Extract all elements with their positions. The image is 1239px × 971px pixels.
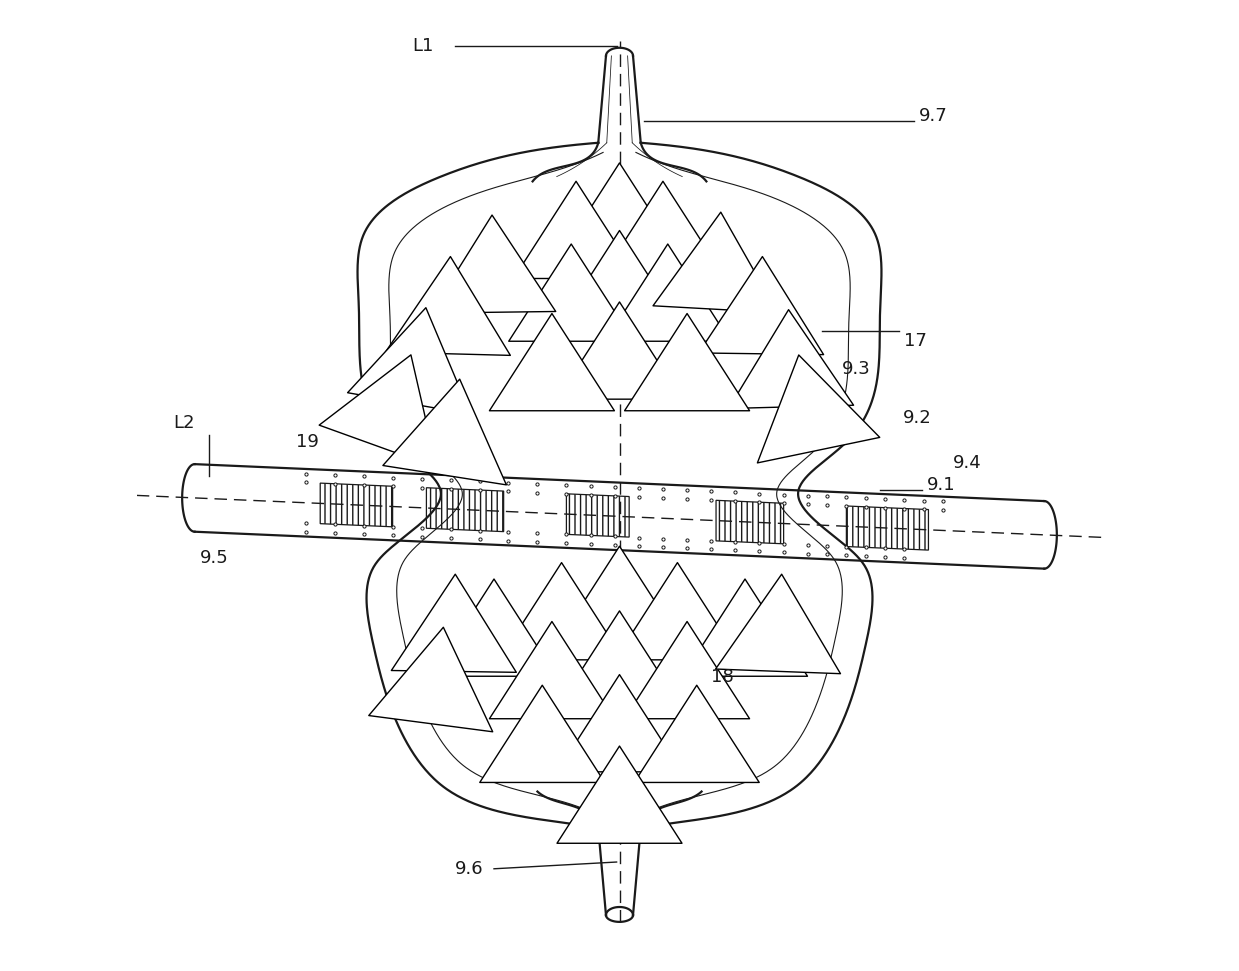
Polygon shape xyxy=(846,506,928,551)
Polygon shape xyxy=(566,494,629,537)
Text: 9.2: 9.2 xyxy=(902,409,932,426)
Polygon shape xyxy=(716,500,783,544)
Text: 17: 17 xyxy=(904,331,927,350)
Text: 18: 18 xyxy=(711,668,733,686)
Text: 9.4: 9.4 xyxy=(953,454,981,472)
Text: 9.5: 9.5 xyxy=(199,549,228,567)
Text: 9.1: 9.1 xyxy=(927,477,955,494)
Text: 9.7: 9.7 xyxy=(919,107,948,124)
Polygon shape xyxy=(426,487,503,532)
Text: 19: 19 xyxy=(296,433,318,451)
Text: 9.6: 9.6 xyxy=(456,859,484,878)
Polygon shape xyxy=(320,484,393,527)
Text: 9.3: 9.3 xyxy=(841,360,870,379)
Text: L2: L2 xyxy=(173,414,195,432)
Text: L1: L1 xyxy=(411,37,434,55)
